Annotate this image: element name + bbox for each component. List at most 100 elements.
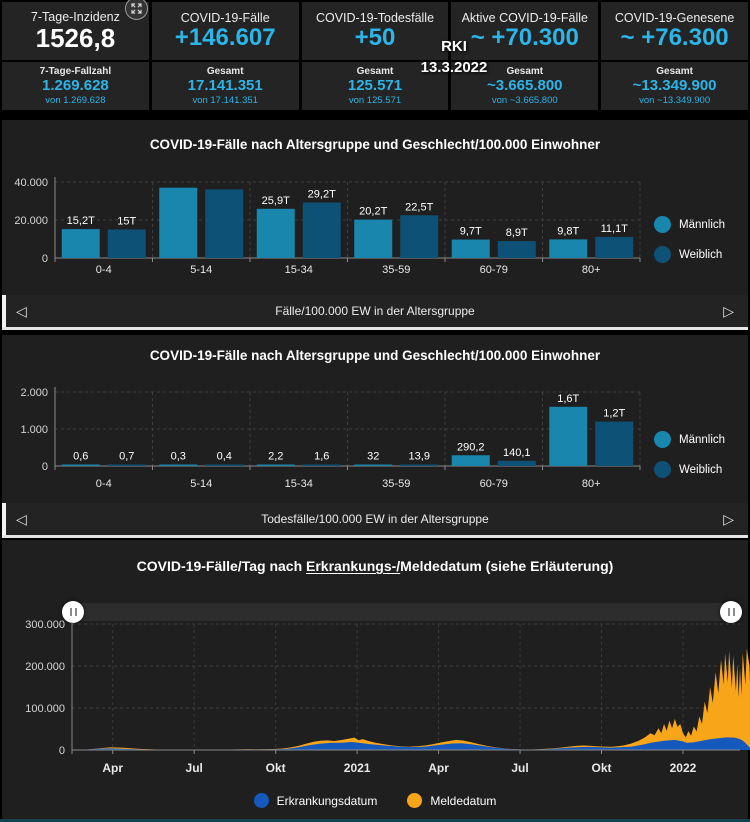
card-covid-faelle: COVID-19-Fälle +146.607 Gesamt 17.141.35… — [151, 2, 299, 110]
carousel-scroll-indicator — [2, 295, 6, 327]
svg-text:80+: 80+ — [582, 478, 601, 490]
svg-text:22,5T: 22,5T — [405, 201, 433, 213]
maennlich-color-dot — [654, 216, 671, 233]
svg-text:1,6T: 1,6T — [557, 393, 579, 405]
title-prefix: COVID-19-Fälle/Tag nach — [136, 558, 307, 574]
card-bottom: Gesamt 17.141.351 von 17.141.351 — [151, 62, 299, 110]
svg-text:Jul: Jul — [186, 761, 203, 775]
legend-label: Meldedatum — [430, 793, 497, 808]
carousel-next-icon[interactable]: ▷ — [719, 295, 738, 327]
svg-text:8,9T: 8,9T — [506, 227, 528, 239]
chart-legend: Männlich Weiblich — [654, 216, 748, 276]
svg-text:2022: 2022 — [670, 761, 697, 775]
svg-text:0-4: 0-4 — [96, 264, 112, 276]
legend-item-maennlich: Männlich — [654, 431, 748, 448]
panel-cases-by-age: COVID-19-Fälle nach Altersgruppe und Ges… — [2, 120, 748, 330]
area-chart-cases-per-day: 0 100.000 200.000 300.000 Apr Jul Okt 2021 Apr Ju… — [25, 620, 750, 775]
legend-item-weiblich: Weiblich — [654, 246, 748, 263]
svg-text:200.000: 200.000 — [25, 661, 65, 673]
expand-arrows-icon — [131, 3, 142, 14]
legend-item-erkrankungsdatum: Erkrankungsdatum — [253, 793, 378, 808]
card-sub-note: von 17.141.351 — [192, 95, 258, 106]
svg-text:300.000: 300.000 — [25, 620, 65, 631]
svg-text:0: 0 — [42, 461, 48, 473]
card-sub-value: ~3.665.800 — [487, 77, 563, 94]
expand-icon[interactable] — [125, 0, 148, 20]
svg-text:Jul: Jul — [511, 761, 528, 775]
carousel-scrollbar[interactable] — [2, 327, 748, 330]
svg-text:2.000: 2.000 — [20, 387, 48, 399]
chart-title-cases-by-age: COVID-19-Fälle nach Altersgruppe und Ges… — [149, 137, 601, 152]
svg-text:1,2T: 1,2T — [603, 408, 625, 420]
card-bottom: 7-Tage-Fallzahl 1.269.628 von 1.269.628 — [2, 62, 149, 110]
card-top: COVID-19-Fälle +146.607 — [151, 2, 299, 60]
svg-text:0,7: 0,7 — [119, 451, 134, 463]
slider-handle-right[interactable] — [720, 601, 742, 623]
legend-label: Weiblich — [679, 463, 723, 476]
svg-text:0-4: 0-4 — [96, 478, 112, 490]
svg-text:5-14: 5-14 — [190, 264, 212, 276]
svg-text:60-79: 60-79 — [480, 264, 508, 276]
chart-legend: Männlich Weiblich — [654, 431, 748, 491]
weiblich-color-dot — [654, 461, 671, 478]
legend-label: Männlich — [679, 433, 726, 446]
legend-item-weiblich: Weiblich — [654, 461, 748, 478]
svg-text:290,2: 290,2 — [457, 441, 485, 453]
chart-title-deaths-by-age: COVID-19-Fälle nach Altersgruppe und Ges… — [149, 348, 601, 363]
title-suffix: Meldedatum (siehe Erläuterung) — [400, 558, 614, 574]
bar-chart-cases-by-age: 0 20.000 40.000 15,2T 25,9T 20,2T 9,7T 9,8T 15T 2… — [14, 177, 641, 276]
carousel-caption: Fälle/100.000 EW in der Altersgruppe — [275, 304, 475, 318]
card-sub-value: 125.571 — [347, 77, 403, 94]
svg-text:1.000: 1.000 — [20, 424, 48, 436]
card-value: 1526,8 — [35, 22, 116, 53]
card-sub-value: ~13.349.900 — [632, 77, 717, 94]
carousel-footer: ◁ Fälle/100.000 EW in der Altersgruppe ▷ — [2, 295, 748, 327]
carousel-scrollbar[interactable] — [2, 535, 748, 538]
page-bottom-edge — [0, 819, 750, 822]
svg-text:5-14: 5-14 — [190, 478, 212, 490]
erkrankungsdatum-color-dot — [253, 793, 269, 808]
card-title: 7-Tage-Inzidenz — [30, 9, 120, 24]
card-sub-label: Gesamt — [206, 66, 244, 77]
svg-text:15-34: 15-34 — [285, 264, 313, 276]
card-value: ~ +76.300 — [620, 23, 729, 51]
card-top: 7-Tage-Inzidenz 1526,8 — [2, 2, 149, 60]
card-sub-label: Gesamt — [656, 66, 693, 77]
carousel-prev-icon[interactable]: ◁ — [12, 295, 31, 327]
svg-text:80+: 80+ — [582, 264, 601, 276]
card-bottom: Gesamt 125.571 von 125.571 — [301, 62, 449, 110]
svg-text:32: 32 — [367, 451, 379, 463]
kpi-card-row: 7-Tage-Inzidenz 1526,8 7-Tage-Fallzahl 1… — [2, 2, 748, 110]
svg-text:40.000: 40.000 — [14, 177, 48, 189]
svg-text:1,6: 1,6 — [314, 451, 329, 463]
carousel-caption: Todesfälle/100.000 EW in der Altersgrupp… — [261, 512, 489, 526]
weiblich-color-dot — [654, 246, 671, 263]
carousel-next-icon[interactable]: ▷ — [719, 503, 738, 535]
svg-text:Okt: Okt — [266, 761, 286, 775]
card-sub-note: von ~3.665.800 — [491, 95, 558, 106]
title-underlined-link[interactable]: Erkrankungs-/ — [306, 558, 401, 574]
card-7-tage-inzidenz: 7-Tage-Inzidenz 1526,8 7-Tage-Fallzahl 1… — [2, 2, 149, 110]
card-sub-value: 1.269.628 — [42, 77, 109, 94]
handle-grip-icon — [732, 608, 735, 616]
card-sub-note: von 125.571 — [348, 95, 402, 106]
time-range-slider-track[interactable] — [62, 601, 742, 623]
legend-label: Erkrankungsdatum — [276, 793, 378, 808]
svg-text:15-34: 15-34 — [285, 478, 313, 490]
svg-text:2021: 2021 — [344, 761, 371, 775]
svg-text:2,2: 2,2 — [268, 451, 283, 463]
carousel-prev-icon[interactable]: ◁ — [12, 503, 31, 535]
svg-text:35-59: 35-59 — [382, 264, 410, 276]
slider-handle-left[interactable] — [62, 601, 84, 623]
card-top: Aktive COVID-19-Fälle ~ +70.300 — [451, 2, 599, 60]
card-value: ~ +70.300 — [470, 23, 579, 51]
panel-cases-per-day: COVID-19-Fälle/Tag nach Erkrankungs-/Mel… — [2, 540, 750, 820]
svg-text:0,3: 0,3 — [171, 451, 186, 463]
card-sub-note: von 1.269.628 — [45, 95, 106, 106]
card-todesfaelle: COVID-19-Todesfälle +50 Gesamt 125.571 v… — [301, 2, 449, 110]
handle-grip-icon — [727, 608, 730, 616]
svg-text:Apr: Apr — [102, 761, 123, 775]
svg-text:11,1T: 11,1T — [601, 223, 629, 235]
svg-text:13,9: 13,9 — [409, 451, 430, 463]
panel-deaths-by-age: COVID-19-Fälle nach Altersgruppe und Ges… — [2, 335, 748, 538]
